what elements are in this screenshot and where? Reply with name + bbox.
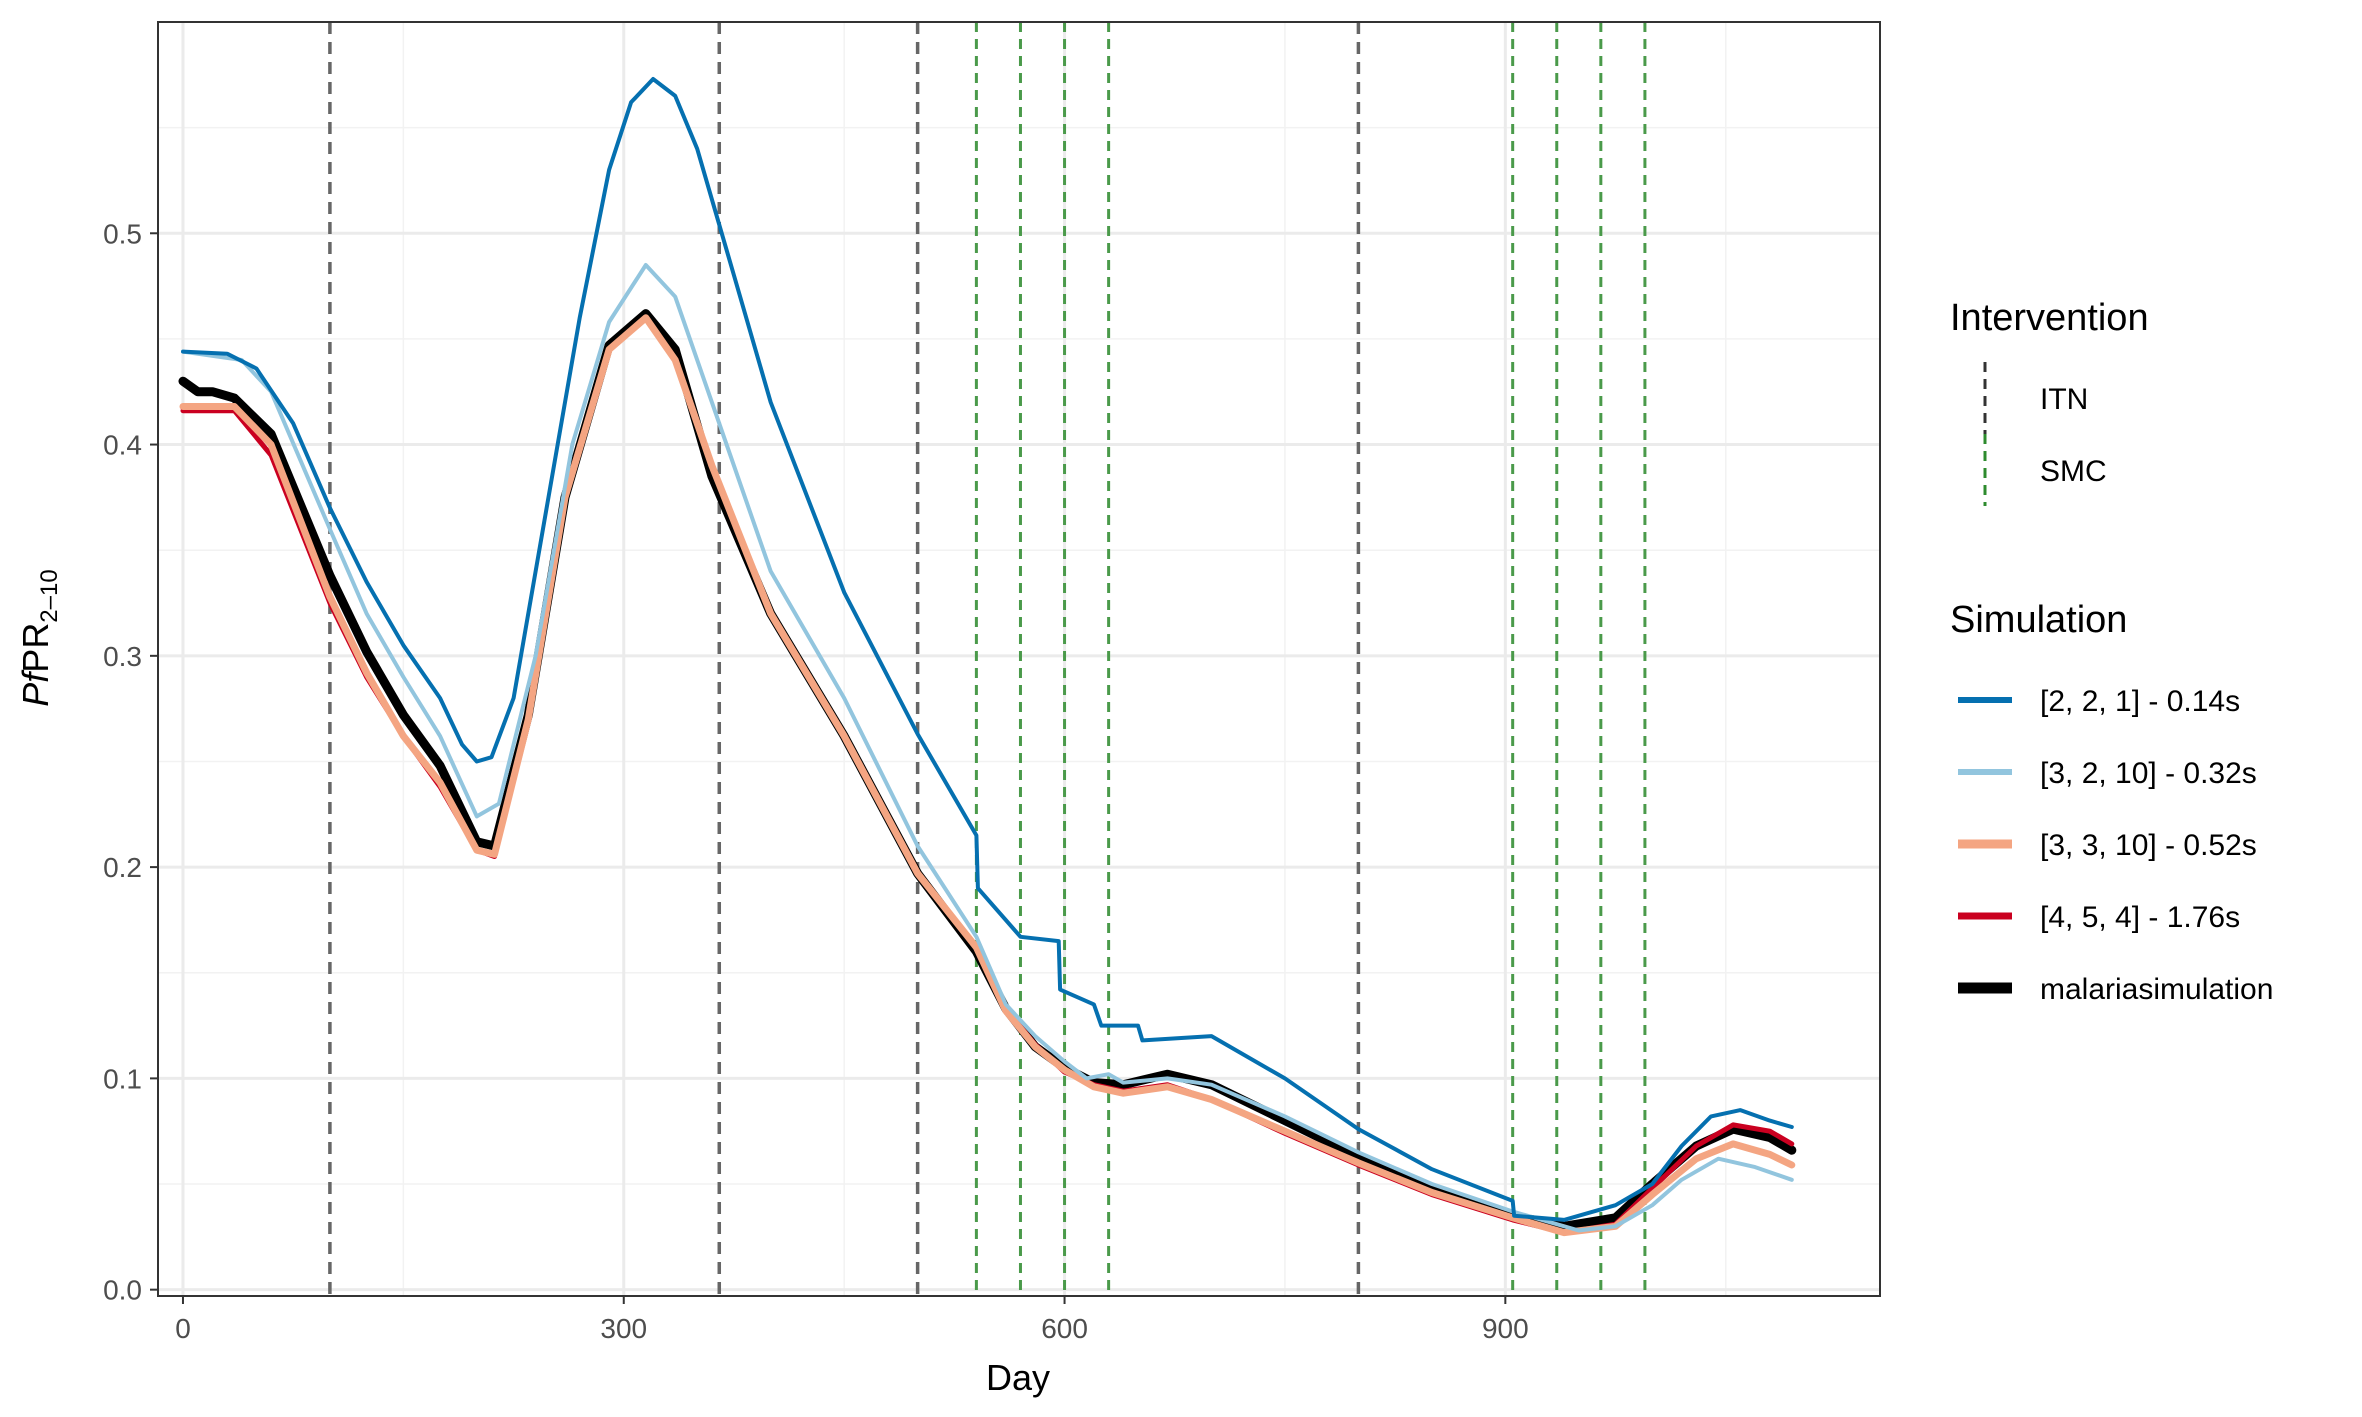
series-line-2 — [179, 314, 1796, 1237]
series-lines — [178, 77, 1797, 1237]
legend-intervention-label: ITN — [2040, 383, 2088, 416]
intervention-lines — [328, 22, 1647, 1296]
axes: 0 300 600 900 0.0 0.1 0.2 0.3 0.4 0.5 — [103, 218, 1529, 1344]
y-tick-label: 0.3 — [103, 641, 142, 672]
legend-simulation-label: malariasimulation — [2040, 973, 2273, 1006]
series-line-4 — [178, 309, 1797, 1231]
legend-intervention-title: Intervention — [1950, 297, 2149, 339]
panel-border — [157, 21, 1881, 1297]
legend-simulation: Simulation [2, 2, 1] - 0.14s [3, 2, 10] -… — [1950, 599, 2273, 1006]
x-axis-title: Day — [986, 1357, 1050, 1398]
y-axis-title: PfPR2–10 — [15, 569, 63, 706]
legend-simulation-title: Simulation — [1950, 599, 2127, 641]
y-tick-label: 0.5 — [103, 218, 142, 249]
y-tick-label: 0.2 — [103, 852, 142, 883]
legend-simulation-label: [3, 2, 10] - 0.32s — [2040, 757, 2257, 790]
legend-intervention: Intervention ITN SMC — [1950, 297, 2149, 506]
legend-simulation-label: [4, 5, 4] - 1.76s — [2040, 901, 2240, 934]
x-tick-label: 0 — [175, 1313, 191, 1344]
x-tick-label: 600 — [1041, 1313, 1088, 1344]
x-tick-label: 300 — [600, 1313, 647, 1344]
legend-simulation-label: [2, 2, 1] - 0.14s — [2040, 685, 2240, 718]
y-tick-label: 0.1 — [103, 1063, 142, 1094]
series-line-3 — [180, 315, 1795, 1236]
x-tick-label: 900 — [1482, 1313, 1529, 1344]
series-line-1 — [181, 263, 1794, 1233]
y-tick-label: 0.0 — [103, 1275, 142, 1306]
series-line-0 — [181, 77, 1794, 1222]
legend-simulation-label: [3, 3, 10] - 0.52s — [2040, 829, 2257, 862]
y-tick-label: 0.4 — [103, 430, 142, 461]
legend-intervention-label: SMC — [2040, 455, 2107, 488]
